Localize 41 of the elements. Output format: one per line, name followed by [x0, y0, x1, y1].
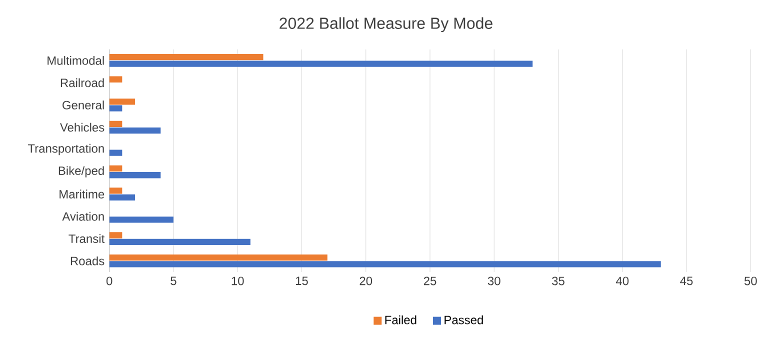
- chart-title: 2022 Ballot Measure By Mode: [280, 17, 492, 32]
- x-tick-label: 50: [744, 276, 757, 286]
- bar: [109, 76, 122, 82]
- x-tick-label: 20: [360, 276, 372, 286]
- y-tick-label: Transit: [68, 234, 105, 244]
- y-tick-label: General: [62, 100, 104, 110]
- y-tick-label: Bike/ped: [58, 166, 104, 178]
- y-tick-label: Transportation: [28, 144, 104, 156]
- bar: [109, 165, 122, 172]
- x-tick-label: 25: [424, 276, 436, 286]
- bar: [109, 238, 250, 246]
- bar: [109, 54, 264, 60]
- bar: [109, 254, 328, 261]
- legend-label: Passed: [444, 315, 483, 324]
- y-tick-label: Maritime: [60, 190, 104, 198]
- bar: [109, 216, 174, 223]
- x-tick-label: 45: [680, 276, 693, 286]
- x-tick-label: 30: [488, 276, 500, 286]
- x-tick-label: 0: [106, 276, 112, 286]
- x-tick-label: 5: [170, 276, 176, 286]
- bar: [109, 120, 122, 127]
- y-tick-label: Roads: [70, 256, 104, 266]
- bar: [109, 232, 122, 238]
- legend-label: Failed: [385, 315, 416, 324]
- bar: [109, 128, 161, 134]
- bar: [109, 194, 135, 200]
- x-tick-label: 40: [616, 276, 629, 286]
- y-tick-label: Multimodal: [48, 56, 104, 65]
- bar: [109, 98, 135, 105]
- bar: [109, 60, 533, 67]
- bar: [109, 188, 122, 194]
- bar: [109, 172, 161, 178]
- x-tick-label: 10: [232, 276, 244, 286]
- bar: [109, 105, 122, 112]
- x-tick-label: 15: [296, 276, 308, 286]
- bar: [109, 261, 661, 268]
- bar: [109, 150, 122, 156]
- y-tick-label: Railroad: [60, 78, 104, 88]
- y-tick-label: Aviation: [62, 212, 104, 221]
- y-tick-label: Vehicles: [60, 122, 104, 132]
- x-tick-label: 35: [552, 276, 564, 286]
